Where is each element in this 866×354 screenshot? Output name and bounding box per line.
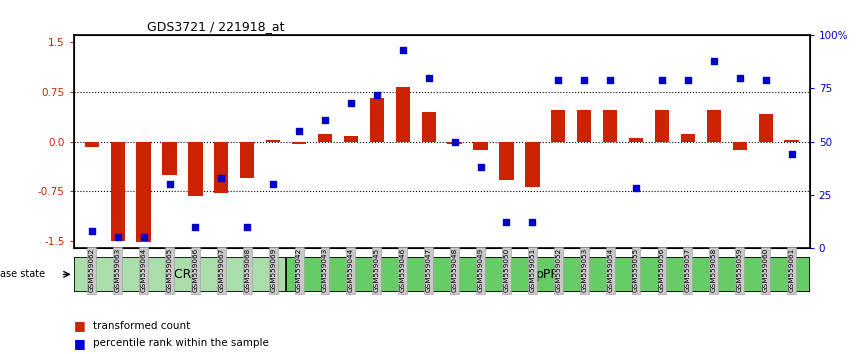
Bar xyxy=(474,142,488,149)
Text: GSM559058: GSM559058 xyxy=(711,248,717,292)
Point xyxy=(474,164,488,170)
Text: GSM559045: GSM559045 xyxy=(374,248,380,292)
Point xyxy=(526,219,540,225)
Point xyxy=(111,234,125,240)
Point xyxy=(655,77,669,83)
Text: GSM559046: GSM559046 xyxy=(400,248,406,292)
Bar xyxy=(163,142,177,175)
Text: GSM559062: GSM559062 xyxy=(88,248,94,292)
Bar xyxy=(396,87,410,142)
Text: pCR: pCR xyxy=(167,268,192,281)
Text: GDS3721 / 221918_at: GDS3721 / 221918_at xyxy=(147,20,285,33)
Bar xyxy=(707,110,721,142)
Point xyxy=(733,75,746,81)
Bar xyxy=(785,140,798,142)
Text: GSM559068: GSM559068 xyxy=(244,248,250,292)
Text: GSM559048: GSM559048 xyxy=(452,248,457,292)
Text: GSM559057: GSM559057 xyxy=(685,248,691,292)
Bar xyxy=(629,138,643,142)
Bar xyxy=(111,142,125,241)
Point xyxy=(215,175,229,181)
Point xyxy=(266,181,280,187)
Point xyxy=(163,181,177,187)
Point xyxy=(241,224,255,229)
Text: GSM559065: GSM559065 xyxy=(166,248,172,292)
Point xyxy=(629,185,643,191)
Point xyxy=(189,224,203,229)
Bar xyxy=(603,110,617,142)
Text: GSM559066: GSM559066 xyxy=(192,248,198,292)
Point xyxy=(422,75,436,81)
Bar xyxy=(577,110,591,142)
Bar xyxy=(681,133,695,142)
Bar xyxy=(500,142,514,180)
Text: pPR: pPR xyxy=(536,268,560,281)
Point xyxy=(604,77,617,83)
Text: GSM559053: GSM559053 xyxy=(581,248,587,292)
Bar xyxy=(448,142,462,144)
Point xyxy=(370,92,384,98)
Text: GSM559043: GSM559043 xyxy=(322,248,328,292)
Text: GSM559067: GSM559067 xyxy=(218,248,224,292)
Point xyxy=(707,58,721,64)
Text: GSM559050: GSM559050 xyxy=(503,248,509,292)
Bar xyxy=(759,114,772,142)
Point xyxy=(137,234,151,240)
Point xyxy=(552,77,565,83)
Point xyxy=(500,219,514,225)
Text: ■: ■ xyxy=(74,337,86,350)
Point xyxy=(396,47,410,53)
Text: GSM559052: GSM559052 xyxy=(555,248,561,292)
Text: percentile rank within the sample: percentile rank within the sample xyxy=(93,338,268,348)
Text: disease state: disease state xyxy=(0,269,45,279)
Bar xyxy=(655,110,669,142)
Point xyxy=(292,128,306,134)
Bar xyxy=(318,133,333,142)
Bar xyxy=(214,142,229,193)
Text: GSM559059: GSM559059 xyxy=(737,248,743,292)
Text: GSM559049: GSM559049 xyxy=(477,248,483,292)
Text: ■: ■ xyxy=(74,319,86,332)
Bar xyxy=(344,136,358,142)
Bar xyxy=(551,110,565,142)
FancyBboxPatch shape xyxy=(74,257,286,292)
Bar xyxy=(733,142,746,149)
Text: GSM559047: GSM559047 xyxy=(426,248,431,292)
Bar xyxy=(526,142,540,187)
Point xyxy=(759,77,772,83)
Text: transformed count: transformed count xyxy=(93,321,190,331)
Text: GSM559060: GSM559060 xyxy=(763,248,769,292)
Bar xyxy=(188,142,203,196)
Point xyxy=(318,118,332,123)
Text: GSM559055: GSM559055 xyxy=(633,248,639,292)
FancyBboxPatch shape xyxy=(286,257,810,292)
Text: GSM559051: GSM559051 xyxy=(529,248,535,292)
Bar xyxy=(422,112,436,142)
Text: GSM559064: GSM559064 xyxy=(140,248,146,292)
Bar xyxy=(240,142,255,178)
Point xyxy=(344,101,358,106)
Point xyxy=(681,77,695,83)
Text: GSM559054: GSM559054 xyxy=(607,248,613,292)
Bar xyxy=(292,142,307,144)
Text: GSM559042: GSM559042 xyxy=(296,248,302,292)
Bar xyxy=(370,98,384,142)
Text: GSM559044: GSM559044 xyxy=(348,248,354,292)
Point xyxy=(785,152,798,157)
Text: GSM559063: GSM559063 xyxy=(114,248,120,292)
Point xyxy=(578,77,591,83)
Bar xyxy=(85,142,99,147)
Bar xyxy=(266,140,281,142)
Text: GSM559069: GSM559069 xyxy=(270,248,276,292)
Point xyxy=(85,228,99,234)
Text: GSM559061: GSM559061 xyxy=(789,248,795,292)
Bar xyxy=(137,142,151,242)
Point xyxy=(448,139,462,144)
Text: GSM559056: GSM559056 xyxy=(659,248,665,292)
